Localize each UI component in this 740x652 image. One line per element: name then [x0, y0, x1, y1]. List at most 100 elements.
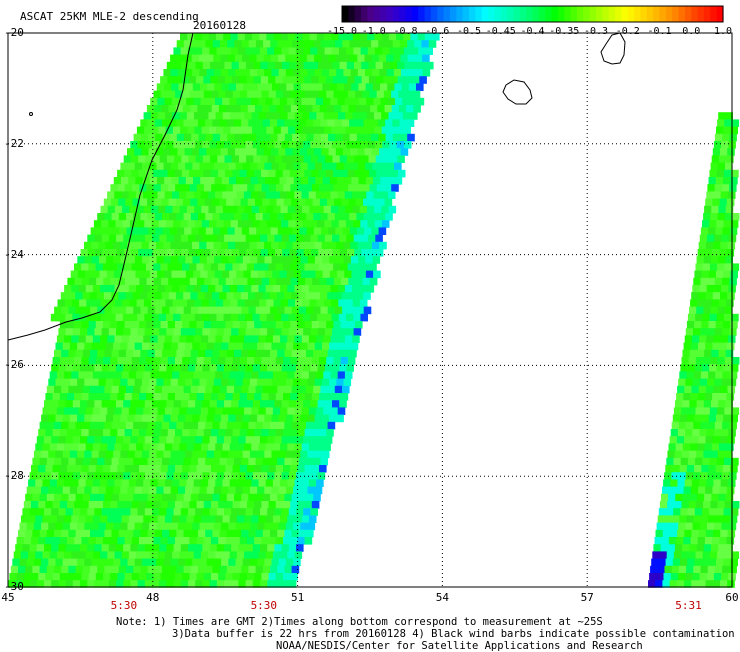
swath-pixel-2545: [231, 436, 239, 444]
swath-pixel-3299: [108, 544, 117, 552]
swath-pixel-2533: [144, 436, 153, 444]
swath-pixel-3187: [54, 529, 62, 538]
swath-pixel-2243: [239, 393, 248, 401]
swath-pixel-3326: [653, 544, 661, 552]
swath-pixel-2476: [95, 429, 104, 437]
swath-pixel-2250: [290, 393, 298, 401]
swath-pixel-2371: [69, 414, 78, 423]
swath-pixel-2543: [216, 436, 225, 444]
swath-pixel-3156: [206, 522, 215, 531]
swath-pixel-1914: [712, 342, 720, 351]
swath-pixel-2661: [681, 450, 690, 459]
swath-pixel-1537: [168, 292, 177, 300]
swath-pixel-1245: [167, 249, 175, 257]
swath-pixel-2393: [228, 414, 236, 423]
swath-pixel-1794: [231, 328, 239, 336]
swath-pixel-2457: [320, 421, 328, 430]
swath-pixel-2772: [44, 472, 52, 480]
swath-pixel-2376: [105, 414, 114, 423]
swath-pixel-2656: [307, 450, 316, 459]
swath-pixel-2894: [185, 486, 193, 495]
swath-pixel-2366: [731, 407, 740, 415]
swath-pixel-251: [397, 76, 406, 84]
swath-pixel-1370: [702, 263, 711, 271]
swath-pixel-22: [338, 33, 346, 41]
swath-pixel-2011: [703, 357, 711, 365]
swath-pixel-726: [343, 162, 352, 171]
swath-pixel-958: [107, 205, 116, 214]
swath-pixel-2539: [188, 436, 196, 444]
swath-pixel-1161: [238, 234, 247, 243]
swath-pixel-2503: [290, 429, 298, 437]
swath-pixel-1880: [141, 342, 150, 351]
swath-pixel-2260: [690, 393, 699, 401]
swath-pixel-640: [335, 148, 344, 156]
swath-pixel-974: [222, 205, 231, 214]
swath-pixel-980: [266, 205, 274, 214]
swath-pixel-1: [187, 33, 195, 41]
swath-pixel-2258: [676, 393, 684, 401]
swath-pixel-1361: [318, 263, 327, 271]
swath-pixel-1394: [207, 270, 216, 279]
swath-pixel-473: [341, 119, 350, 127]
swath-pixel-109: [177, 54, 185, 63]
swath-pixel-2374: [91, 414, 100, 423]
swath-pixel-2419: [46, 421, 55, 430]
swath-pixel-639: [328, 148, 337, 156]
swath-pixel-540: [227, 133, 235, 142]
swath-pixel-1033: [320, 213, 328, 221]
swath-pixel-2604: [294, 443, 303, 451]
swath-pixel-377: [218, 105, 227, 113]
swath-pixel-3157: [213, 522, 222, 531]
swath-pixel-557: [349, 133, 358, 142]
swath-pixel-1919: [68, 349, 76, 358]
swath-pixel-1827: [114, 335, 123, 343]
swath-pixel-2447: [248, 421, 256, 430]
swath-pixel-2852: [251, 479, 259, 487]
swath-pixel-1594: [223, 299, 231, 307]
swath-pixel-398: [370, 105, 378, 113]
swath-pixel-2122: [91, 378, 100, 387]
swath-pixel-1717: [709, 313, 718, 322]
swath-pixel-1993: [247, 357, 255, 365]
swath-pixel-2137: [199, 378, 208, 387]
swath-pixel-1490: [186, 285, 195, 293]
swath-pixel-2100: [294, 371, 303, 379]
swath-pixel-1932: [162, 349, 170, 358]
swath-pixel-1264: [303, 249, 312, 257]
swath-pixel-374: [197, 105, 205, 113]
swath-pixel-2565: [712, 436, 721, 444]
swath-pixel-2872: [26, 486, 35, 495]
swath-pixel-3428: [293, 558, 301, 567]
swath-pixel-1379: [99, 270, 108, 279]
swath-pixel-2889: [149, 486, 157, 495]
swath-pixel-3422: [249, 558, 258, 567]
colorbar-segment-40: [596, 6, 603, 22]
swath-pixel-161: [289, 61, 297, 70]
swath-pixel-1875: [105, 342, 114, 351]
swath-pixel-2188: [205, 385, 213, 394]
swath-pixel-1399: [243, 270, 252, 279]
swath-pixel-2270: [72, 400, 81, 408]
swath-pixel-2400: [278, 414, 287, 423]
swath-pixel-3164: [264, 522, 272, 531]
swath-pixel-1118: [263, 227, 271, 235]
swath-pixel-1188: [98, 241, 106, 250]
swath-pixel-2408: [336, 414, 344, 423]
swath-pixel-978: [251, 205, 260, 214]
swath-pixel-1583: [143, 299, 152, 307]
swath-pixel-153: [231, 61, 240, 70]
swath-pixel-2596: [236, 443, 245, 451]
swath-pixel-774: [383, 169, 392, 178]
swath-pixel-2379: [127, 414, 136, 423]
swath-pixel-3517: [182, 573, 190, 581]
swath-pixel-2609: [668, 443, 677, 451]
swath-pixel-3594: [712, 580, 721, 588]
swath-pixel-1413: [344, 270, 352, 279]
swath-pixel-162: [296, 61, 304, 70]
swath-pixel-3587: [662, 580, 670, 588]
swath-pixel-1927: [126, 349, 134, 358]
swath-pixel-3279: [683, 537, 691, 545]
swath-pixel-1121: [285, 227, 293, 235]
swath-pixel-1302: [235, 256, 244, 264]
